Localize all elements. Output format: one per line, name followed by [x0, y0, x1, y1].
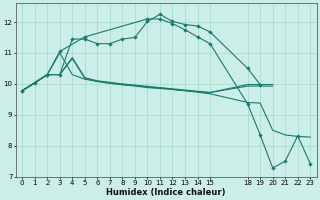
X-axis label: Humidex (Indice chaleur): Humidex (Indice chaleur)	[107, 188, 226, 197]
